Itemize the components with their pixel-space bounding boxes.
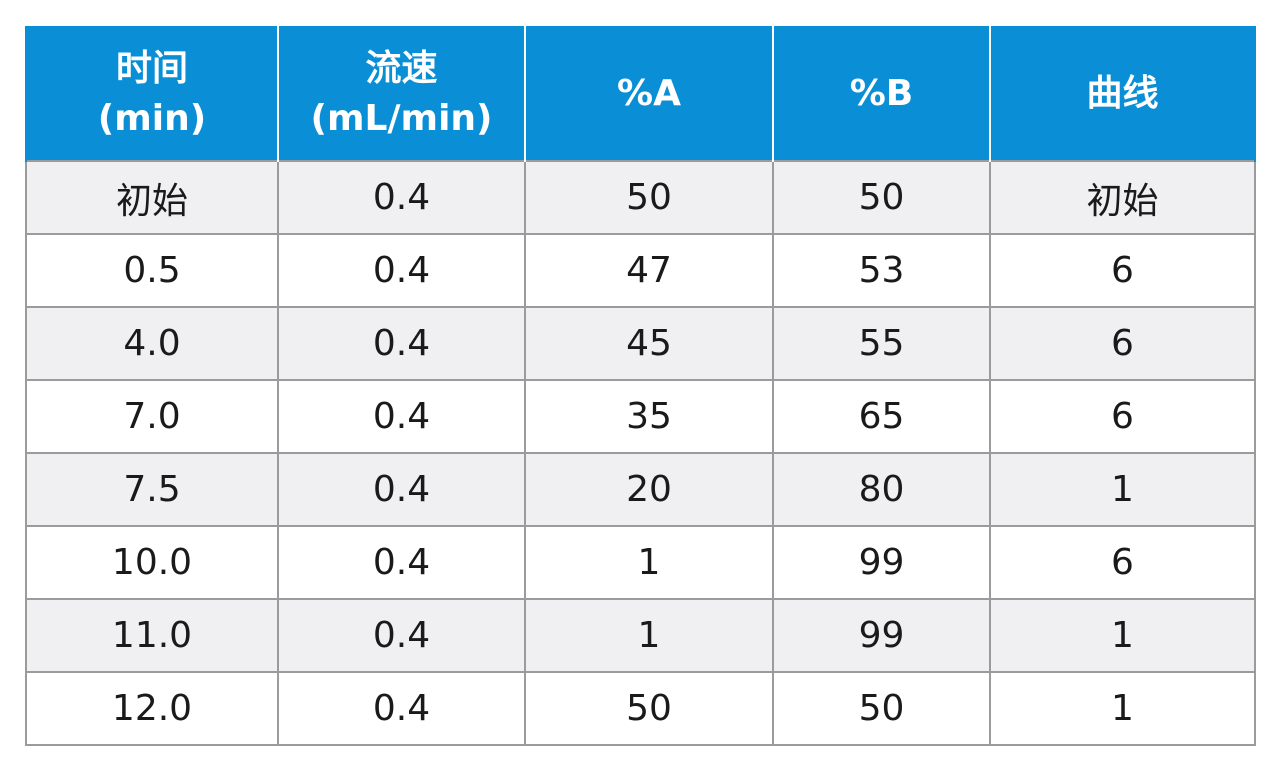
table-row: 7.0 0.4 35 65 6 — [25, 379, 1256, 454]
table-row: 11.0 0.4 1 99 1 — [25, 598, 1256, 673]
cell-time: 10.0 — [25, 525, 279, 600]
header-curve-label: 曲线 — [1086, 73, 1159, 114]
cell-curve: 1 — [989, 598, 1256, 673]
cell-curve: 6 — [989, 306, 1256, 381]
cell-percent-b: 99 — [772, 525, 991, 600]
header-curve: 曲线 — [989, 26, 1256, 161]
header-time-label: 时间 — [115, 48, 188, 89]
cell-percent-a: 35 — [524, 379, 774, 454]
cell-time: 4.0 — [25, 306, 279, 381]
cell-percent-a: 47 — [524, 233, 774, 308]
cell-percent-b: 50 — [772, 160, 991, 235]
header-flow-rate-unit: (mL/min) — [310, 98, 493, 139]
header-time-unit: (min) — [97, 98, 207, 139]
header-percent-b-label: %B — [849, 73, 914, 114]
cell-percent-a: 45 — [524, 306, 774, 381]
cell-percent-a: 50 — [524, 160, 774, 235]
cell-curve: 6 — [989, 525, 1256, 600]
gradient-table: 时间 (min) 流速 (mL/min) %A %B 曲线 — [25, 26, 1256, 746]
table-row: 12.0 0.4 50 50 1 — [25, 671, 1256, 746]
table-row: 4.0 0.4 45 55 6 — [25, 306, 1256, 381]
cell-percent-b: 55 — [772, 306, 991, 381]
cell-percent-a: 50 — [524, 671, 774, 746]
cell-flow-rate: 0.4 — [277, 306, 526, 381]
header-percent-b: %B — [772, 26, 991, 161]
cell-percent-b: 99 — [772, 598, 991, 673]
header-time: 时间 (min) — [25, 26, 279, 161]
header-percent-a: %A — [524, 26, 774, 161]
table-row: 初始 0.4 50 50 初始 — [25, 160, 1256, 235]
cell-percent-a: 20 — [524, 452, 774, 527]
cell-percent-b: 80 — [772, 452, 991, 527]
cell-percent-b: 50 — [772, 671, 991, 746]
cell-percent-a: 1 — [524, 598, 774, 673]
cell-flow-rate: 0.4 — [277, 160, 526, 235]
cell-curve: 初始 — [989, 160, 1256, 235]
cell-time: 0.5 — [25, 233, 279, 308]
cell-time: 12.0 — [25, 671, 279, 746]
cell-curve: 1 — [989, 671, 1256, 746]
cell-flow-rate: 0.4 — [277, 452, 526, 527]
cell-flow-rate: 0.4 — [277, 379, 526, 454]
cell-flow-rate: 0.4 — [277, 671, 526, 746]
gradient-table-container: 时间 (min) 流速 (mL/min) %A %B 曲线 — [25, 26, 1256, 746]
cell-flow-rate: 0.4 — [277, 525, 526, 600]
cell-flow-rate: 0.4 — [277, 598, 526, 673]
cell-percent-b: 53 — [772, 233, 991, 308]
table-row: 10.0 0.4 1 99 6 — [25, 525, 1256, 600]
cell-flow-rate: 0.4 — [277, 233, 526, 308]
table-row: 0.5 0.4 47 53 6 — [25, 233, 1256, 308]
cell-time: 7.0 — [25, 379, 279, 454]
header-flow-rate: 流速 (mL/min) — [277, 26, 526, 161]
cell-time: 11.0 — [25, 598, 279, 673]
table-row: 7.5 0.4 20 80 1 — [25, 452, 1256, 527]
cell-percent-b: 65 — [772, 379, 991, 454]
header-flow-rate-label: 流速 — [365, 48, 438, 89]
cell-time: 初始 — [25, 160, 279, 235]
cell-curve: 6 — [989, 379, 1256, 454]
cell-percent-a: 1 — [524, 525, 774, 600]
table-header-row: 时间 (min) 流速 (mL/min) %A %B 曲线 — [25, 26, 1256, 161]
header-percent-a-label: %A — [617, 73, 681, 114]
cell-curve: 1 — [989, 452, 1256, 527]
cell-time: 7.5 — [25, 452, 279, 527]
cell-curve: 6 — [989, 233, 1256, 308]
